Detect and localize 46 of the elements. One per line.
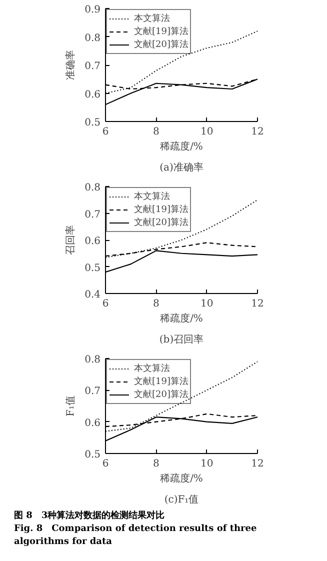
y-tick-label: 0.7 bbox=[84, 209, 101, 220]
legend-label: 本文算法 bbox=[134, 190, 170, 203]
x-tick-label: 10 bbox=[200, 298, 214, 310]
x-tick-label: 8 bbox=[152, 298, 160, 310]
x-tick-label: 12 bbox=[251, 298, 264, 310]
y-tick-label: 0.6 bbox=[84, 418, 101, 429]
legend-label: 文献[19]算法 bbox=[134, 26, 188, 38]
y-axis-title: F₁值 bbox=[66, 396, 77, 416]
y-tick-label: 0.7 bbox=[84, 386, 101, 398]
y-tick-label: 0.6 bbox=[84, 236, 101, 247]
y-axis-title: 召回率 bbox=[64, 225, 77, 255]
y-tick-label: 0.8 bbox=[84, 354, 101, 366]
y-tick-label: 0.4 bbox=[84, 290, 101, 300]
caption: 图 8 3种算法对数据的检测结果对比 bbox=[14, 510, 165, 523]
legend-label: 本文算法 bbox=[134, 12, 170, 25]
text: (b)召回率 bbox=[159, 334, 204, 346]
x-tick-label: 6 bbox=[102, 126, 109, 138]
text: (a)准确率 bbox=[160, 162, 204, 174]
y-tick-label: 0.5 bbox=[84, 450, 101, 460]
x-tick-label: 8 bbox=[152, 126, 160, 138]
x-tick-label: 6 bbox=[102, 298, 109, 310]
legend-label: 文献[19]算法 bbox=[134, 204, 188, 216]
legend-label: 本文算法 bbox=[134, 362, 170, 375]
y-tick-label: 0.5 bbox=[84, 118, 101, 128]
y-axis-title: 准确率 bbox=[64, 50, 77, 80]
y-tick-label: 0.7 bbox=[84, 61, 101, 72]
x-tick-label: 12 bbox=[251, 458, 264, 470]
legend-label: 文献[19]算法 bbox=[134, 376, 188, 388]
x-axis-title: 稀疏度/% bbox=[160, 472, 203, 484]
y-tick-label: 0.5 bbox=[84, 262, 101, 274]
x-tick-label: 6 bbox=[102, 458, 109, 470]
x-tick-label: 10 bbox=[200, 458, 214, 470]
legend-label: 文献[20]算法 bbox=[134, 38, 188, 51]
caption: Fig. 8 Comparison of detection results of three algorithms for data bbox=[14, 523, 258, 549]
y-tick-label: 0.8 bbox=[84, 32, 101, 44]
y-tick-label: 0.9 bbox=[84, 4, 101, 16]
x-tick-label: 12 bbox=[251, 126, 264, 138]
legend-label: 文献[20]算法 bbox=[134, 388, 188, 401]
text: (c)F₁值 bbox=[164, 494, 199, 506]
x-axis-title: 稀疏度/% bbox=[160, 140, 203, 152]
legend-label: 文献[20]算法 bbox=[134, 216, 188, 229]
x-tick-label: 8 bbox=[152, 458, 160, 470]
y-tick-label: 0.6 bbox=[84, 89, 101, 100]
x-axis-title: 稀疏度/% bbox=[160, 312, 203, 324]
x-tick-label: 10 bbox=[200, 126, 214, 138]
y-tick-label: 0.8 bbox=[84, 182, 101, 194]
